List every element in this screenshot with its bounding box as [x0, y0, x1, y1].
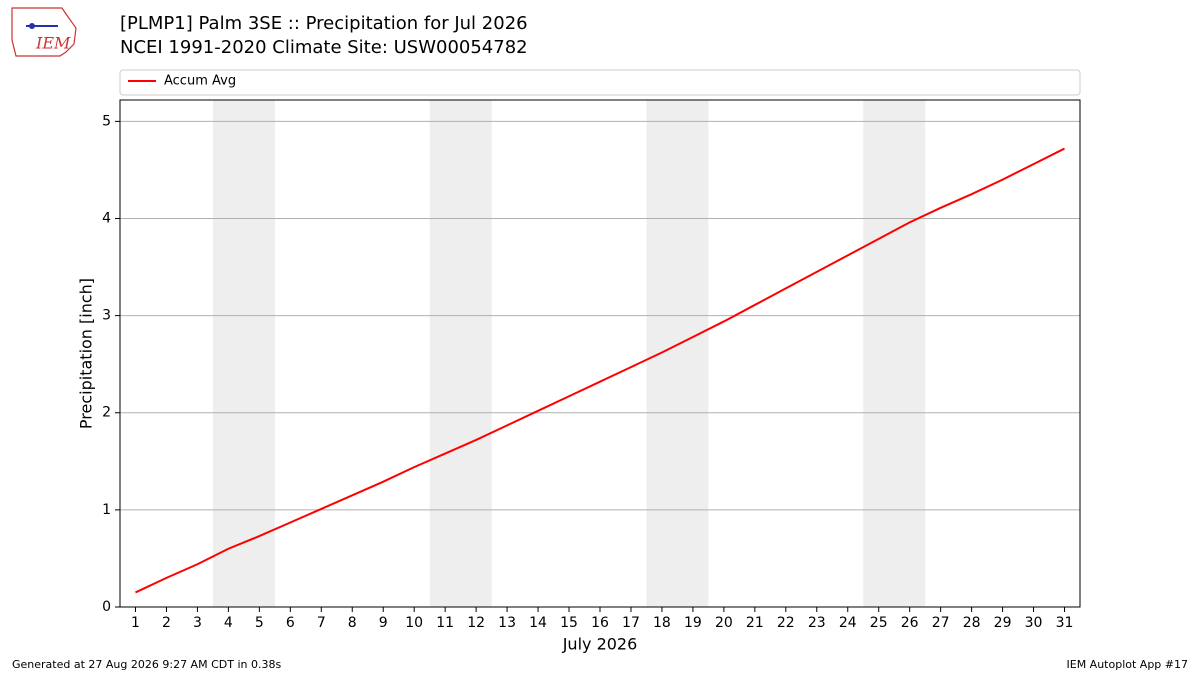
y-tick-label: 5 [102, 113, 111, 129]
x-tick-label: 8 [348, 615, 357, 631]
chart-subtitle: NCEI 1991-2020 Climate Site: USW00054782 [120, 37, 528, 58]
x-axis-label: July 2026 [562, 635, 638, 654]
x-tick-label: 9 [379, 615, 388, 631]
x-tick-label: 27 [932, 615, 950, 631]
x-tick-label: 31 [1056, 615, 1074, 631]
x-tick-label: 2 [162, 615, 171, 631]
x-tick-label: 25 [870, 615, 888, 631]
y-tick-label: 0 [102, 599, 111, 615]
x-tick-label: 20 [715, 615, 733, 631]
x-tick-label: 11 [436, 615, 454, 631]
x-tick-label: 24 [839, 615, 857, 631]
x-tick-label: 14 [529, 615, 547, 631]
x-tick-label: 22 [777, 615, 795, 631]
x-tick-label: 26 [901, 615, 919, 631]
weekend-shade [429, 100, 492, 607]
x-tick-label: 17 [622, 615, 640, 631]
x-tick-label: 23 [808, 615, 826, 631]
x-tick-label: 29 [994, 615, 1012, 631]
x-tick-label: 1 [131, 615, 140, 631]
logo-outline [11, 7, 77, 57]
x-tick-label: 15 [560, 615, 578, 631]
x-tick-label: 12 [467, 615, 485, 631]
x-tick-label: 5 [255, 615, 264, 631]
logo-text: IEM [35, 34, 71, 53]
y-tick-label: 2 [102, 405, 111, 421]
x-tick-label: 16 [591, 615, 609, 631]
x-tick-label: 18 [653, 615, 671, 631]
legend-label: Accum Avg [164, 74, 236, 89]
weekend-shade [212, 100, 275, 607]
x-tick-label: 7 [317, 615, 326, 631]
weekend-shade [646, 100, 709, 607]
plot-frame [119, 99, 1081, 608]
x-tick-label: 28 [963, 615, 981, 631]
logo: IEM [11, 7, 77, 57]
y-tick-label: 1 [102, 502, 111, 518]
y-tick-label: 3 [102, 308, 111, 324]
weekend-shade [863, 100, 926, 607]
y-tick-label: 4 [102, 210, 111, 226]
x-tick-label: 10 [405, 615, 423, 631]
footer-right: IEM Autoplot App #17 [1067, 658, 1189, 671]
x-tick-label: 21 [746, 615, 764, 631]
chart-title: [PLMP1] Palm 3SE :: Precipitation for Ju… [120, 13, 528, 34]
x-tick-label: 30 [1025, 615, 1043, 631]
series-line [135, 147, 1065, 594]
x-tick-label: 6 [286, 615, 295, 631]
footer-left: Generated at 27 Aug 2026 9:27 AM CDT in … [12, 658, 281, 671]
x-tick-label: 3 [193, 615, 202, 631]
legend-box [119, 69, 1081, 96]
y-axis-label: Precipitation [inch] [77, 278, 96, 429]
x-tick-label: 4 [224, 615, 233, 631]
x-tick-label: 19 [684, 615, 702, 631]
logo-dot [29, 23, 35, 29]
x-tick-label: 13 [498, 615, 516, 631]
